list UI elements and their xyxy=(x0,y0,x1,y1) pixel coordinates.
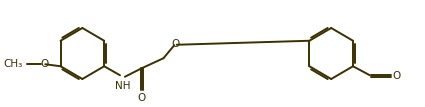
Text: CH₃: CH₃ xyxy=(4,59,23,69)
Text: O: O xyxy=(171,39,179,49)
Text: O: O xyxy=(40,59,49,69)
Text: O: O xyxy=(138,93,146,103)
Text: O: O xyxy=(393,71,401,81)
Text: NH: NH xyxy=(115,81,131,91)
